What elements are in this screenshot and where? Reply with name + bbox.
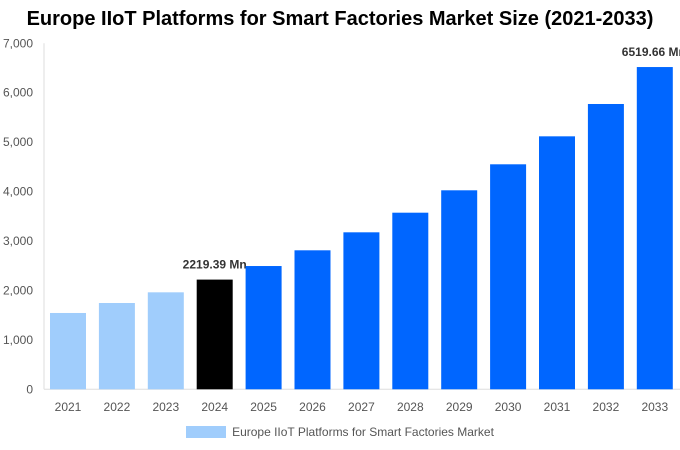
x-tick-label: 2025 bbox=[250, 400, 277, 414]
data-label: 2219.39 Mn bbox=[183, 258, 247, 272]
y-tick-label: 3,000 bbox=[3, 234, 33, 248]
bar-2029 bbox=[441, 190, 478, 390]
y-tick-label: 2,000 bbox=[3, 283, 33, 297]
bar-2027 bbox=[343, 232, 380, 390]
x-tick-label: 2028 bbox=[397, 400, 424, 414]
bar-2021 bbox=[50, 312, 86, 390]
legend-label: Europe IIoT Platforms for Smart Factorie… bbox=[232, 425, 494, 439]
x-tick-label: 2029 bbox=[446, 400, 473, 414]
x-tick-label: 2031 bbox=[544, 400, 571, 414]
y-tick-label: 6,000 bbox=[3, 86, 33, 100]
x-tick-label: 2027 bbox=[348, 400, 375, 414]
bar-2030 bbox=[490, 164, 527, 390]
x-tick-label: 2032 bbox=[593, 400, 620, 414]
y-tick-label: 0 bbox=[26, 382, 33, 396]
bar-2023 bbox=[147, 292, 184, 390]
x-tick-label: 2030 bbox=[495, 400, 522, 414]
legend-swatch bbox=[186, 426, 227, 438]
bar-2028 bbox=[392, 212, 429, 390]
bar-chart: 0 1,000 2,000 3,000 4,000 5,000 6,000 7,000 2021… bbox=[3, 36, 680, 414]
bar-2026 bbox=[294, 250, 331, 390]
y-tick-label: 7,000 bbox=[3, 36, 33, 50]
bar-2031 bbox=[539, 136, 575, 390]
bar-2022 bbox=[98, 302, 135, 390]
legend: Europe IIoT Platforms for Smart Factorie… bbox=[0, 425, 680, 439]
x-tick-label: 2026 bbox=[299, 400, 326, 414]
bar-2033 bbox=[636, 67, 673, 390]
bar-2025 bbox=[245, 266, 282, 390]
bar-2032 bbox=[587, 103, 624, 390]
x-tick-label: 2022 bbox=[104, 400, 131, 414]
y-tick-label: 1,000 bbox=[3, 333, 33, 347]
y-tick-label: 4,000 bbox=[3, 185, 33, 199]
x-tick-label: 2023 bbox=[152, 400, 179, 414]
data-label: 6519.66 Mn bbox=[622, 45, 680, 59]
x-tick-label: 2033 bbox=[641, 400, 668, 414]
bar-2024 bbox=[196, 279, 233, 390]
x-tick-label: 2024 bbox=[201, 400, 228, 414]
x-tick-label: 2021 bbox=[55, 400, 82, 414]
y-tick-label: 5,000 bbox=[3, 135, 33, 149]
chart-title: Europe IIoT Platforms for Smart Factorie… bbox=[26, 8, 654, 30]
